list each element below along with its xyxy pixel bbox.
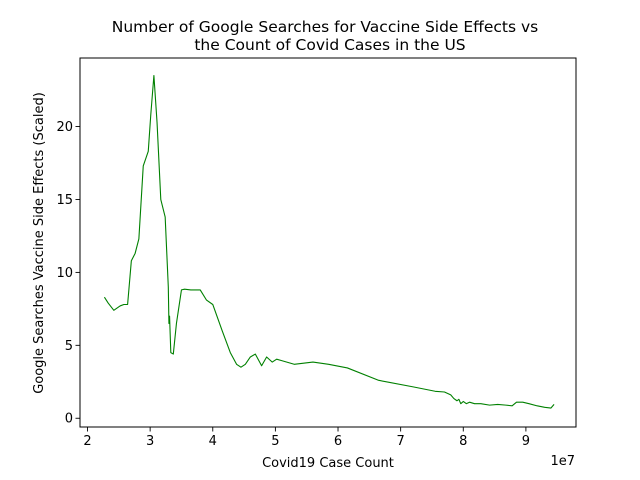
x-tick-label: 8 [459,434,467,449]
y-tick-label: 15 [56,193,73,208]
x-tick-label: 6 [334,434,342,449]
x-tick-label: 7 [397,434,405,449]
plot-frame [79,57,577,428]
x-axis-label: Covid19 Case Count [262,456,394,471]
y-tick-label: 20 [56,120,73,135]
y-tick-label: 10 [56,266,73,281]
axis-ticks: 2 3 4 5 6 7 8 9 0 5 10 15 20 [56,120,530,449]
x-axis-offset-label: 1e7 [550,454,575,469]
y-tick-label: 0 [65,412,73,427]
chart-title-line-2: the Count of Covid Cases in the US [194,36,465,54]
y-axis-label: Google Searches Vaccine Side Effects (Sc… [32,92,47,394]
x-tick-label: 3 [146,434,154,449]
x-tick-label: 9 [522,434,530,449]
series-line [103,74,555,409]
chart-title-line-1: Number of Google Searches for Vaccine Si… [112,18,539,36]
y-tick-label: 5 [65,339,73,354]
x-tick-label: 4 [209,434,217,449]
x-tick-label: 2 [83,434,91,449]
x-tick-label: 5 [271,434,279,449]
